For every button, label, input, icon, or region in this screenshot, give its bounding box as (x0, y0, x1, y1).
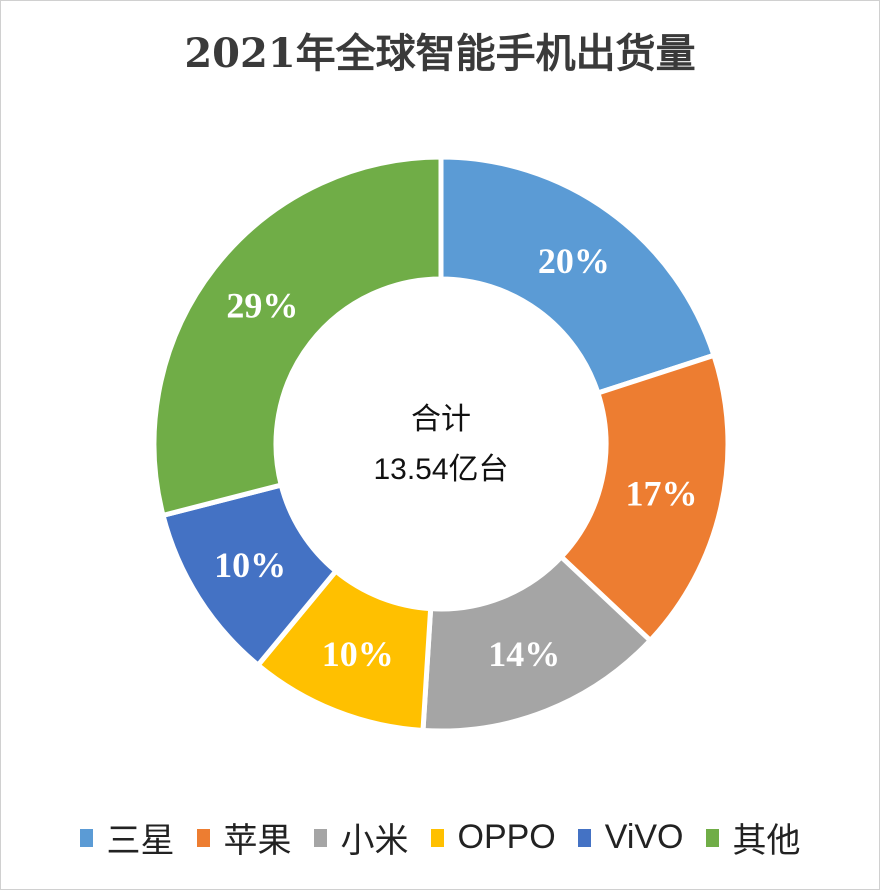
legend-item: 三星 (79, 813, 175, 862)
center-label-1: 合计 (411, 403, 471, 436)
legend-swatch (430, 828, 444, 847)
legend-swatch (196, 828, 210, 847)
legend-swatch (577, 828, 591, 847)
legend-item: 苹果 (196, 813, 292, 862)
data-label-三星: 20% (538, 241, 610, 281)
slice-三星 (438, 154, 718, 397)
data-label-ViVO: 10% (214, 545, 286, 585)
legend-item: 其他 (705, 813, 801, 862)
slice-苹果 (557, 352, 731, 644)
legend-swatch (313, 828, 327, 847)
legend-label: 三星 (106, 822, 175, 860)
data-label-其他: 29% (226, 285, 298, 325)
legend-swatch (705, 828, 719, 847)
legend-item: 小米 (313, 813, 409, 862)
legend: 三星 苹果 小米 OPPO ViVO 其他 (1, 813, 879, 862)
legend-label: 其他 (732, 822, 801, 860)
legend-label: 小米 (340, 822, 409, 860)
legend-swatch (79, 828, 93, 847)
center-label-2: 13.54亿台 (373, 453, 508, 486)
legend-label: ViVO (604, 818, 684, 856)
data-label-OPPO: 10% (322, 634, 394, 674)
data-label-苹果: 17% (626, 473, 698, 513)
chart-title: 2021年全球智能手机出货量 (184, 30, 696, 77)
legend-label: OPPO (457, 818, 556, 856)
data-label-小米: 14% (488, 634, 560, 674)
legend-item: ViVO (577, 818, 684, 857)
slice-其他 (151, 154, 444, 519)
legend-item: OPPO (430, 818, 556, 857)
legend-label: 苹果 (223, 822, 292, 860)
